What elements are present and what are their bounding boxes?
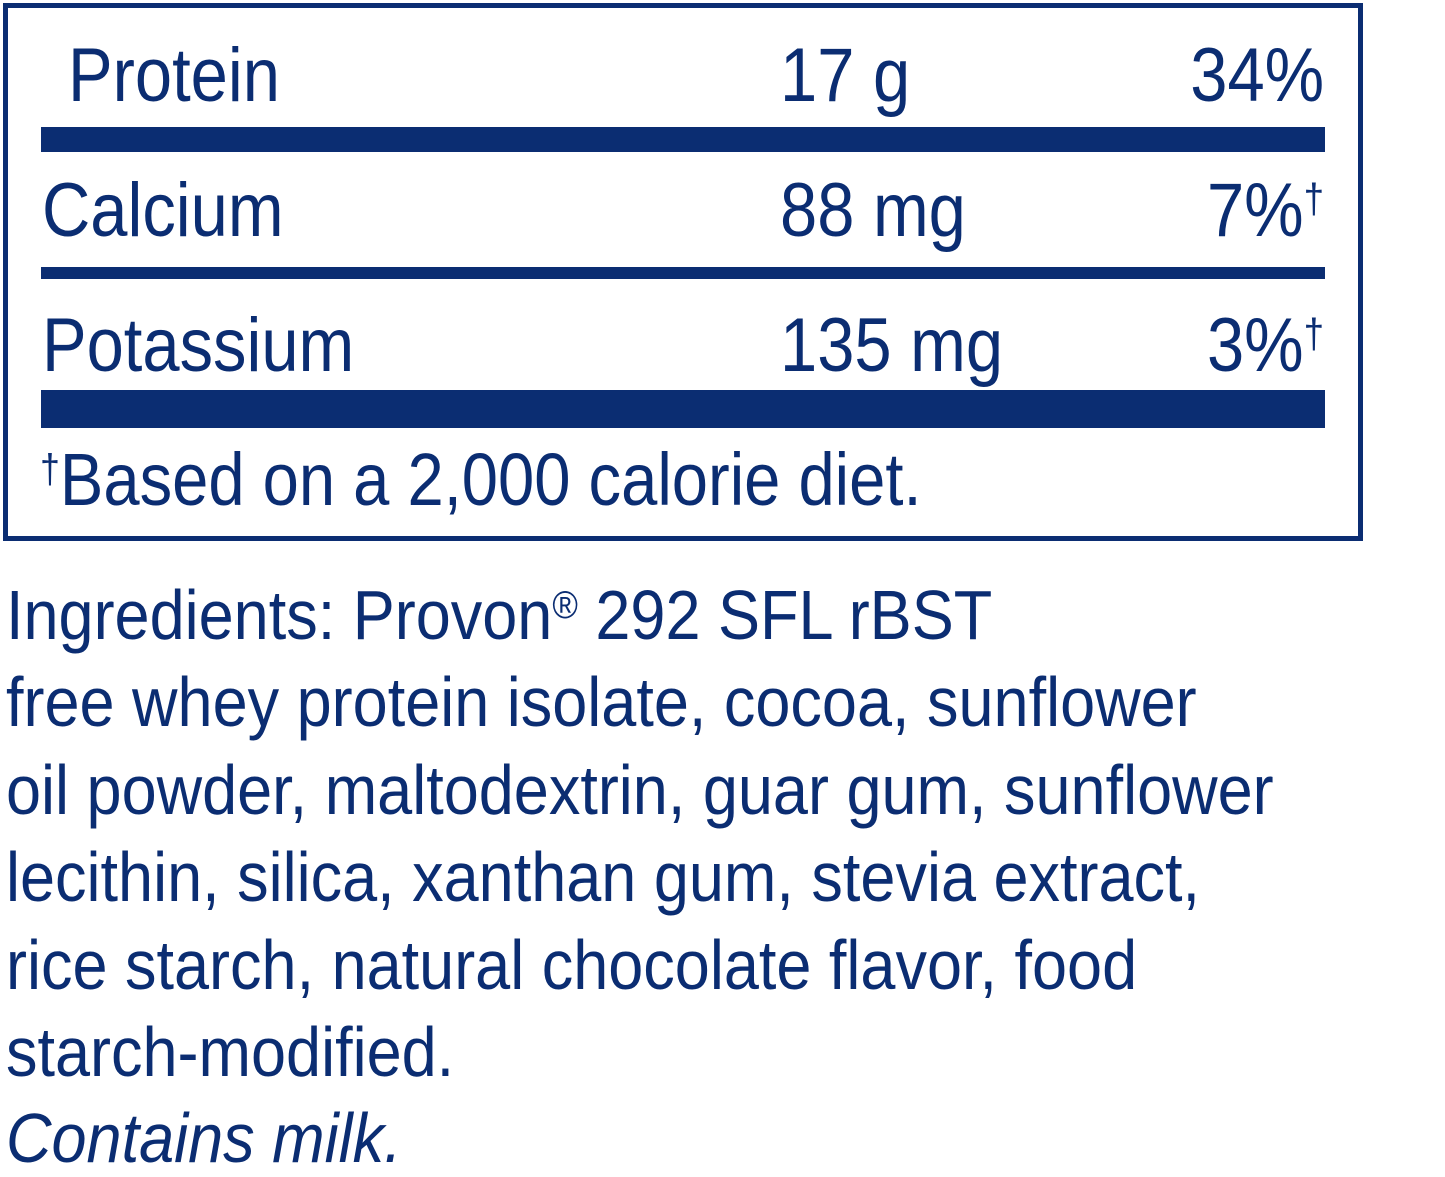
- ingredients-line: free whey protein isolate, cocoa, sunflo…: [6, 663, 1197, 741]
- divider-heavy: [41, 390, 1325, 428]
- nutrient-amount: 88 mg: [780, 168, 966, 253]
- nutrient-name: Protein: [68, 33, 280, 118]
- ingredients-line: lecithin, silica, xanthan gum, stevia ex…: [6, 838, 1201, 916]
- divider-medium: [41, 267, 1325, 279]
- ingredients-line: oil powder, maltodextrin, guar gum, sunf…: [6, 751, 1274, 829]
- nutrient-dv: 3%†: [1206, 303, 1324, 388]
- ingredients-line: Ingredients: Provon® 292 SFL rBST: [6, 576, 993, 654]
- ingredients-line: starch-modified.: [6, 1013, 455, 1091]
- footnote: †Based on a 2,000 calorie diet.: [40, 438, 922, 521]
- nutrient-dv: 34%: [1190, 33, 1324, 118]
- nutrient-name: Calcium: [42, 168, 284, 253]
- ingredients-line: rice starch, natural chocolate flavor, f…: [6, 926, 1138, 1004]
- nutrient-amount: 17 g: [780, 33, 911, 118]
- nutrient-dv: 7%†: [1206, 168, 1324, 253]
- divider-thick: [41, 127, 1325, 152]
- allergen-statement: Contains milk.: [6, 1099, 402, 1177]
- nutrient-name: Potassium: [42, 303, 355, 388]
- nutrition-facts-box: [3, 3, 1363, 541]
- nutrient-amount: 135 mg: [780, 303, 1004, 388]
